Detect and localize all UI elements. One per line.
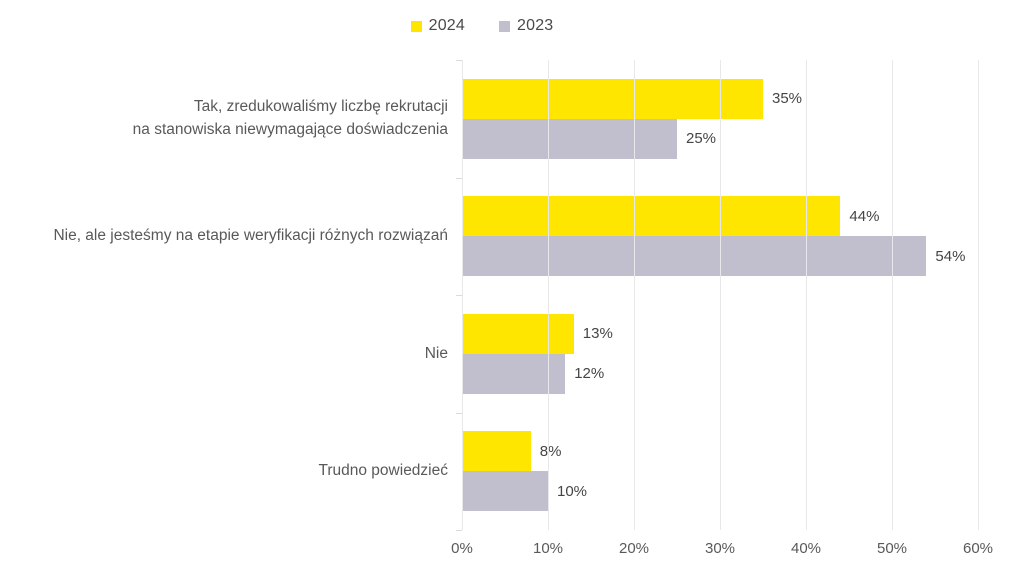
bar-row-2023: 10%	[462, 471, 978, 512]
bar-group: 35% 25%	[462, 60, 978, 178]
bar-row-2023: 25%	[462, 118, 978, 159]
category-label: Nie, ale jesteśmy na etapie weryfikacji …	[53, 227, 448, 245]
category-axis-tick	[456, 412, 462, 414]
bar-group: 13% 12%	[462, 295, 978, 413]
gridline-0%	[462, 60, 463, 530]
bar-2024	[462, 431, 531, 472]
category-axis-tick	[456, 60, 462, 61]
bar-row-2023: 54%	[462, 236, 978, 277]
category-label: Trudno powiedzieć	[318, 462, 448, 480]
bar-2024	[462, 196, 841, 237]
bar-2024	[462, 313, 574, 354]
bar-row-2024: 35%	[462, 78, 978, 119]
x-axis-tick-label: 40%	[790, 540, 822, 557]
category-labels: Tak, zredukowaliśmy liczbę rekrutacji na…	[0, 60, 462, 530]
category-axis-tick	[456, 295, 462, 296]
bar-value-label: 10%	[557, 482, 588, 500]
category-label: Nie	[424, 344, 448, 362]
bar-2023	[462, 471, 548, 512]
bar-row-2024: 44%	[462, 196, 978, 237]
bar-value-label: 8%	[539, 442, 562, 460]
bar-2023	[462, 118, 677, 159]
category-label: Tak, zredukowaliśmy liczbę rekrutacji na…	[132, 98, 448, 138]
gridline-30%	[720, 60, 721, 530]
legend-swatch-2023	[499, 20, 510, 32]
bar-group: 8% 10%	[462, 413, 978, 531]
bar-row-2024: 13%	[462, 313, 978, 354]
bar-row-2023: 12%	[462, 353, 978, 394]
bar-2023	[462, 353, 566, 394]
bar-2024	[462, 78, 763, 119]
x-axis-tick-label: 10%	[532, 540, 564, 557]
gridline-50%	[892, 60, 893, 530]
bar-value-label: 54%	[935, 247, 966, 265]
legend-item-2023: 2023	[499, 17, 553, 35]
gridline-40%	[806, 60, 807, 530]
plot-area: 35% 25% 44% 54% 13% 12% 8% 10%	[456, 60, 979, 531]
bar-value-label: 44%	[849, 207, 880, 225]
x-axis-tick-label: 50%	[876, 540, 908, 557]
x-axis-tick-label: 20%	[618, 540, 650, 557]
bar-groups: 35% 25% 44% 54% 13% 12% 8% 10%	[462, 60, 978, 530]
chart-body: Tak, zredukowaliśmy liczbę rekrutacji na…	[0, 60, 1024, 531]
x-axis: 0% 10% 20% 30% 40% 50% 60%	[451, 530, 993, 570]
legend-label-2023: 2023	[517, 17, 554, 34]
gridline-60%	[978, 60, 979, 530]
chart-legend: 2024 2023	[0, 0, 964, 38]
bar-group: 44% 54%	[462, 178, 978, 296]
gridline-10%	[548, 60, 549, 530]
bar-value-label: 12%	[574, 365, 605, 383]
bar-2023	[462, 236, 927, 277]
x-axis-tick-label: 60%	[962, 540, 994, 557]
x-axis-tick-label: 30%	[704, 540, 736, 557]
bar-value-label: 35%	[772, 90, 803, 108]
gridline-20%	[634, 60, 635, 530]
bar-value-label: 25%	[686, 130, 717, 148]
legend-label-2024: 2024	[428, 17, 465, 34]
x-axis-tick-label: 0%	[451, 540, 473, 557]
bar-value-label: 13%	[582, 325, 613, 343]
category-axis-tick	[456, 530, 462, 531]
legend-item-2024: 2024	[410, 17, 465, 35]
bar-row-2024: 8%	[462, 431, 978, 472]
category-axis-tick	[456, 177, 462, 179]
legend-swatch-2024	[410, 20, 422, 32]
